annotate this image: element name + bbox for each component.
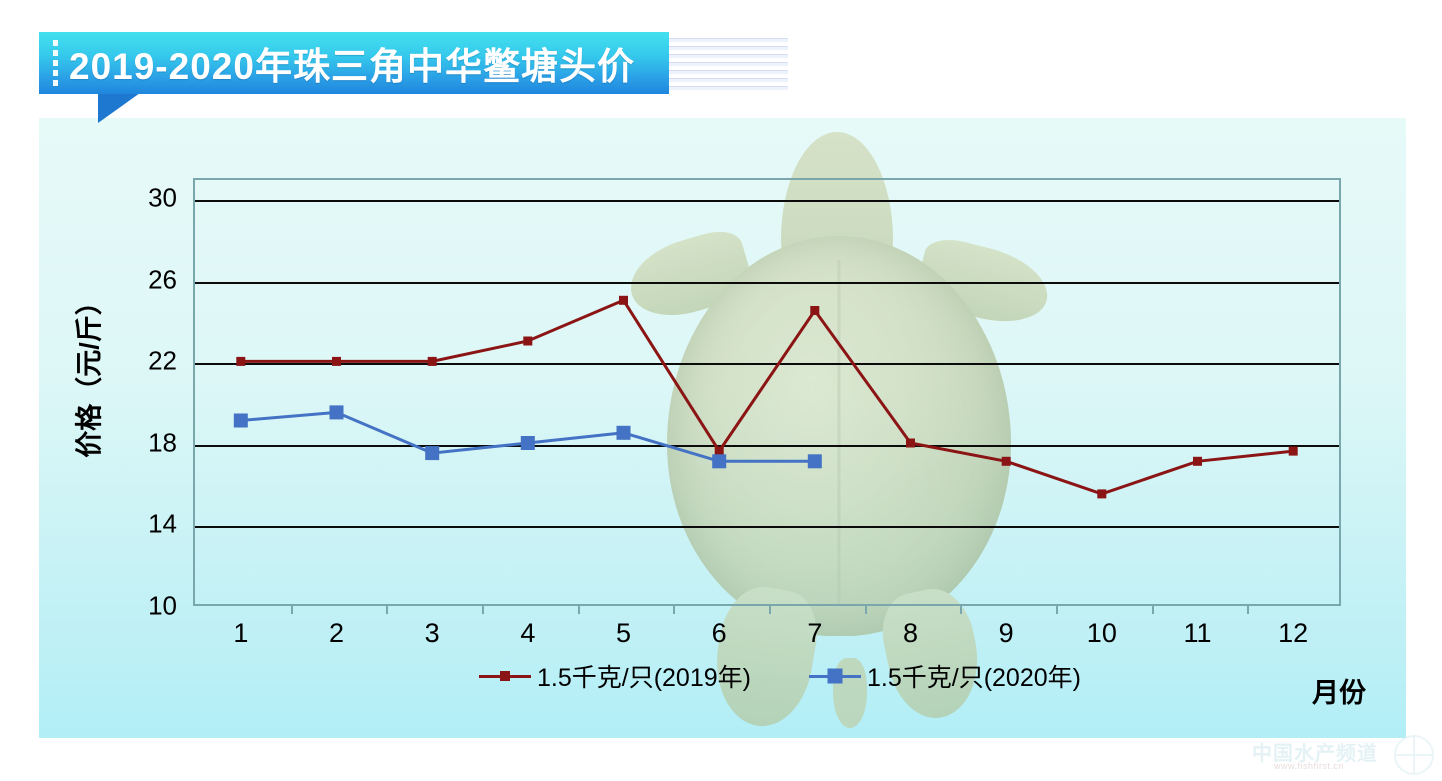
data-point-marker [427, 356, 437, 366]
gridline [195, 200, 1339, 203]
gridline [195, 281, 1339, 284]
data-point-marker [332, 356, 341, 366]
data-point-marker [236, 356, 246, 366]
globe-icon [1394, 735, 1434, 775]
page-title: 2019-2020年珠三角中华鳖塘头价 [69, 46, 635, 87]
title-banner: 2019-2020年珠三角中华鳖塘头价 [39, 32, 669, 94]
series-line [240, 298, 1294, 496]
gridline [195, 444, 1339, 447]
data-point-marker [807, 454, 822, 469]
data-point-marker [233, 413, 248, 428]
y-tick-label: 30 [148, 182, 177, 213]
vertical-dots-icon [39, 32, 65, 94]
x-tick [673, 604, 676, 614]
data-point-marker [329, 405, 344, 420]
data-point-marker [1288, 446, 1298, 456]
y-tick-label: 10 [148, 590, 177, 621]
data-point-marker [810, 306, 820, 315]
x-tick [864, 604, 867, 614]
legend-item-2019[interactable]: 1.5千克/只(2019年) [479, 658, 751, 694]
data-point-marker [714, 446, 724, 456]
x-tick-label: 12 [1278, 618, 1309, 648]
banner-tail [98, 93, 140, 123]
gridline [195, 526, 1339, 529]
x-tick-label: 7 [807, 618, 823, 648]
x-tick-label: 9 [998, 618, 1014, 648]
data-point-marker [1001, 456, 1011, 466]
legend-marker-2019 [479, 669, 531, 683]
x-tick [482, 604, 484, 614]
legend-label-2020: 1.5千克/只(2020年) [867, 664, 1081, 692]
x-tick [1056, 604, 1058, 614]
legend-label-2019: 1.5千克/只(2019年) [537, 664, 751, 692]
legend-marker-2020 [809, 668, 861, 684]
x-tick [769, 604, 771, 614]
x-tick-label: 2 [328, 618, 345, 648]
x-tick-label: 3 [424, 618, 440, 648]
data-point-marker [616, 425, 631, 440]
x-tick-label: 6 [711, 618, 727, 648]
chart-legend: 1.5千克/只(2019年) 1.5千克/只(2020年) [39, 658, 1406, 698]
data-point-marker [425, 446, 440, 461]
x-tick [290, 604, 293, 614]
x-tick-label: 8 [902, 618, 919, 648]
y-axis: 价格（元/斤） 10 14 18 22 26 30 [39, 118, 189, 621]
watermark: 中国水产频道 www.fishfirst.cn [1246, 735, 1436, 779]
y-tick-label: 14 [148, 508, 177, 539]
gridline [195, 363, 1339, 366]
data-point-marker [523, 336, 533, 346]
data-point-marker [712, 454, 727, 469]
data-point-marker [520, 436, 535, 450]
chart-panel: 价格（元/斤） 10 14 18 22 26 30 1 2 3 4 5 6 7 8 9 10 11 1… [39, 118, 1406, 738]
watermark-url: www.fishfirst.cn [1274, 761, 1345, 771]
legend-item-2020[interactable]: 1.5千克/只(2020年) [809, 658, 1081, 694]
soft-shelled-turtle-image [619, 118, 1059, 738]
series-layer [233, 295, 1298, 499]
x-tick-label: 11 [1183, 618, 1212, 648]
data-point-marker [619, 295, 628, 305]
x-tick-label: 4 [520, 618, 536, 648]
striped-lines-decoration [668, 34, 788, 92]
x-tick [1247, 604, 1250, 614]
x-tick [960, 604, 963, 614]
x-tick-label: 10 [1086, 618, 1117, 648]
x-tick [1151, 604, 1154, 614]
x-tick-label: 5 [615, 618, 632, 648]
y-tick-label: 18 [148, 427, 177, 458]
x-tick [386, 604, 389, 614]
data-point-marker [1193, 456, 1202, 466]
data-point-marker [1097, 489, 1107, 499]
y-tick-label: 26 [148, 264, 177, 295]
x-tick-label: 1 [233, 618, 249, 648]
y-tick-label: 22 [148, 345, 177, 376]
x-tick [577, 604, 580, 614]
data-point-marker [906, 438, 915, 448]
y-axis-title: 价格（元/斤） [74, 288, 105, 458]
plot-area [193, 178, 1341, 614]
x-axis-title: 月份 [1312, 678, 1366, 708]
watermark-site-name: 中国水产频道 [1252, 743, 1378, 765]
